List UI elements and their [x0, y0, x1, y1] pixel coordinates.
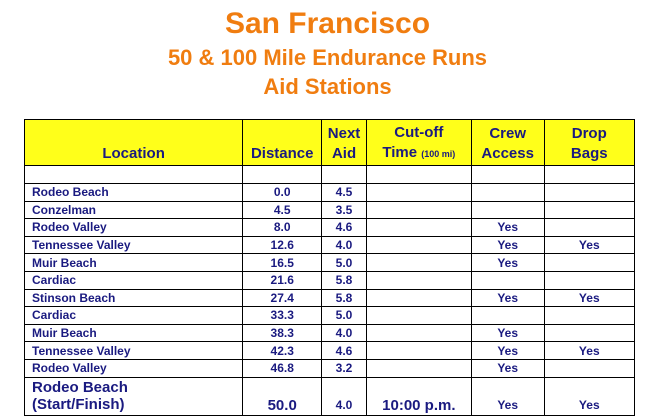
- cell-cutoff: [365, 341, 472, 360]
- cell-location: Conzelman: [23, 200, 244, 220]
- header-crew-access: Crew Access: [470, 119, 545, 166]
- cell-next-aid: 4.0: [321, 376, 367, 416]
- cell-crew-access: Yes: [470, 218, 545, 237]
- cell-crew-access: Yes: [470, 323, 545, 343]
- cell-cutoff: [365, 235, 472, 255]
- cell-next-aid: 5.0: [321, 306, 367, 325]
- cell-drop-bags: [543, 218, 636, 237]
- cell-crew-access: Yes: [470, 341, 545, 360]
- cell-crew-access: [470, 270, 545, 290]
- cell-next-aid: 4.6: [321, 341, 367, 360]
- table-row: Cardiac 21.6 5.8: [23, 270, 636, 290]
- header-next-aid: Next Aid: [321, 119, 367, 166]
- page-title: San Francisco: [224, 7, 431, 40]
- table-header-row: Location Distance Next Aid Cut-off Time (1…: [23, 119, 636, 166]
- cell-cutoff: [365, 183, 472, 202]
- table-row: Tennessee Valley 12.6 4.0 Yes Yes: [23, 235, 636, 255]
- page-subtitle: 50 & 100 Mile Endurance Runs: [167, 45, 488, 70]
- cell-distance: 16.5: [242, 253, 323, 272]
- header-location: Location: [23, 119, 244, 166]
- cell-distance: 42.3: [242, 341, 323, 360]
- cell-cutoff: [365, 270, 472, 290]
- cell-distance: 33.3: [242, 306, 323, 325]
- table-row: Muir Beach 16.5 5.0 Yes: [23, 253, 636, 272]
- table-row: Rodeo Valley 46.8 3.2 Yes: [23, 358, 636, 378]
- cell-cutoff: [365, 323, 472, 343]
- cell-next-aid: 4.6: [321, 218, 367, 237]
- cell-drop-bags: Yes: [543, 376, 636, 416]
- cell-crew-access: Yes: [470, 376, 545, 416]
- cell-next-aid: 4.0: [321, 323, 367, 343]
- table-row: Rodeo Valley 8.0 4.6 Yes: [23, 218, 636, 237]
- cell-distance: 38.3: [242, 323, 323, 343]
- spacer-row: [23, 165, 636, 184]
- cell-crew-access: [470, 200, 545, 220]
- cell-cutoff: 10:00 p.m.: [365, 376, 472, 416]
- cell-distance: 8.0: [242, 218, 323, 237]
- header-cutoff-note: (100 mi): [421, 149, 456, 159]
- cell-next-aid: 5.8: [321, 288, 367, 308]
- page-subtitle-2: Aid Stations: [263, 74, 392, 99]
- cell-drop-bags: [543, 253, 636, 272]
- cell-drop-bags: [543, 183, 636, 202]
- cell-location: Cardiac: [23, 270, 244, 290]
- cell-crew-access: [470, 306, 545, 325]
- cell-location: Rodeo Valley: [23, 218, 244, 237]
- cell-cutoff: [365, 358, 472, 378]
- cell-next-aid: 4.0: [321, 235, 367, 255]
- cell-distance: 46.8: [242, 358, 323, 378]
- cell-location: Rodeo Beach (Start/Finish): [23, 376, 244, 416]
- cell-location: Rodeo Valley: [23, 358, 244, 378]
- cell-next-aid: 4.5: [321, 183, 367, 202]
- cell-location: Muir Beach: [23, 323, 244, 343]
- cell-drop-bags: [543, 270, 636, 290]
- cell-next-aid: 5.8: [321, 270, 367, 290]
- header-distance: Distance: [242, 119, 323, 166]
- cell-location: Rodeo Beach: [23, 183, 244, 202]
- cell-drop-bags: [543, 358, 636, 378]
- cell-crew-access: Yes: [470, 288, 545, 308]
- cell-drop-bags: Yes: [543, 235, 636, 255]
- cell-next-aid: 3.2: [321, 358, 367, 378]
- cell-crew-access: Yes: [470, 358, 545, 378]
- cell-cutoff: [365, 306, 472, 325]
- cell-cutoff: [365, 200, 472, 220]
- cell-distance: 50.0: [242, 376, 323, 416]
- cell-location: Stinson Beach: [23, 288, 244, 308]
- header-drop-bags: Drop Bags: [543, 119, 636, 166]
- cell-cutoff: [365, 253, 472, 272]
- table-row: Conzelman 4.5 3.5: [23, 200, 636, 220]
- cell-crew-access: Yes: [470, 235, 545, 255]
- cell-location: Tennessee Valley: [23, 235, 244, 255]
- cell-cutoff: [365, 288, 472, 308]
- table-row: Tennessee Valley 42.3 4.6 Yes Yes: [23, 341, 636, 360]
- cell-distance: 27.4: [242, 288, 323, 308]
- cell-distance: 0.0: [242, 183, 323, 202]
- table-row-finish: Rodeo Beach (Start/Finish) 50.0 4.0 10:00…: [23, 376, 636, 416]
- aid-stations-table: Location Distance Next Aid Cut-off Time (1…: [23, 119, 636, 416]
- cell-cutoff: [365, 218, 472, 237]
- table-row: Cardiac 33.3 5.0: [23, 306, 636, 325]
- header-cutoff: Cut-off Time (100 mi): [365, 119, 472, 166]
- cell-crew-access: [470, 183, 545, 202]
- cell-next-aid: 5.0: [321, 253, 367, 272]
- cell-location: Cardiac: [23, 306, 244, 325]
- cell-drop-bags: Yes: [543, 341, 636, 360]
- cell-drop-bags: [543, 306, 636, 325]
- cell-crew-access: Yes: [470, 253, 545, 272]
- cell-drop-bags: [543, 200, 636, 220]
- cell-location: Tennessee Valley: [23, 341, 244, 360]
- table-row: Rodeo Beach 0.0 4.5: [23, 183, 636, 202]
- cell-distance: 12.6: [242, 235, 323, 255]
- cell-drop-bags: Yes: [543, 288, 636, 308]
- cell-distance: 4.5: [242, 200, 323, 220]
- table-row: Stinson Beach 27.4 5.8 Yes Yes: [23, 288, 636, 308]
- table-row: Muir Beach 38.3 4.0 Yes: [23, 323, 636, 343]
- cell-next-aid: 3.5: [321, 200, 367, 220]
- cell-location: Muir Beach: [23, 253, 244, 272]
- cell-distance: 21.6: [242, 270, 323, 290]
- cell-drop-bags: [543, 323, 636, 343]
